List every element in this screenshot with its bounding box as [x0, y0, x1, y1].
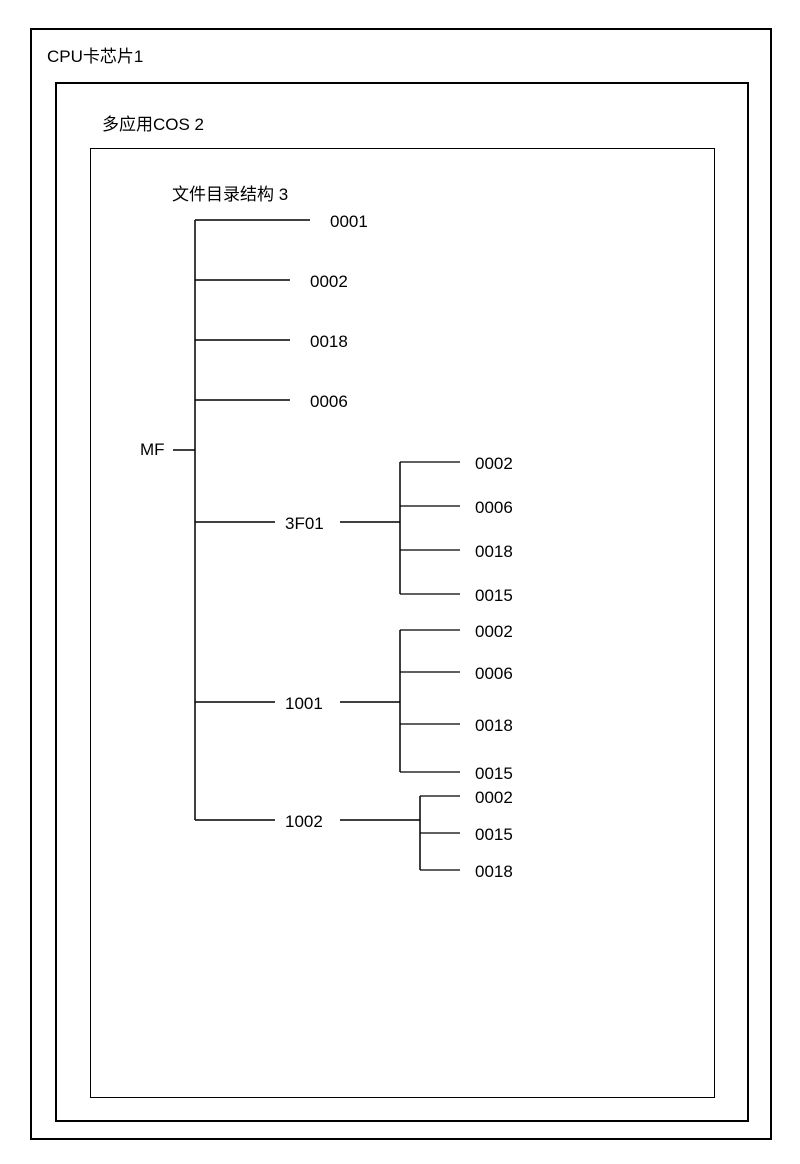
tree-node-1002: 1002 [285, 812, 323, 832]
tree-leaf-3F01-0006: 0006 [475, 498, 513, 518]
tree-node-0002: 0002 [310, 272, 348, 292]
tree-node-3F01: 3F01 [285, 514, 324, 534]
tree-leaf-1001-0002: 0002 [475, 622, 513, 642]
tree-leaf-3F01-0015: 0015 [475, 586, 513, 606]
tree-node-0006: 0006 [310, 392, 348, 412]
tree-leaf-1002-0018: 0018 [475, 862, 513, 882]
tree-node-0001: 0001 [330, 212, 368, 232]
tree-leaf-3F01-0018: 0018 [475, 542, 513, 562]
middle-box-label: 多应用COS 2 [100, 110, 206, 135]
tree-node-0018: 0018 [310, 332, 348, 352]
tree-svg [90, 148, 715, 1098]
tree-root-label: MF [140, 440, 165, 460]
tree-leaf-1001-0006: 0006 [475, 664, 513, 684]
tree-leaf-1001-0018: 0018 [475, 716, 513, 736]
tree-leaf-1001-0015: 0015 [475, 764, 513, 784]
outer-box-label: CPU卡芯片1 [45, 42, 145, 67]
tree-leaf-1002-0002: 0002 [475, 788, 513, 808]
inner-box-label: 文件目录结构 3 [170, 180, 290, 205]
tree-leaf-3F01-0002: 0002 [475, 454, 513, 474]
tree-node-1001: 1001 [285, 694, 323, 714]
tree-leaf-1002-0015: 0015 [475, 825, 513, 845]
